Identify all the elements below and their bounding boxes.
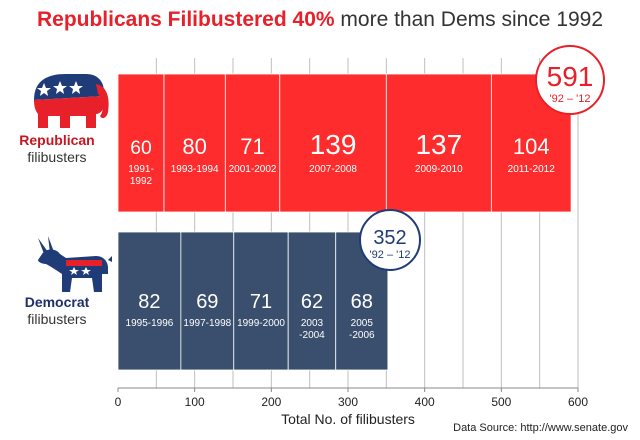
data-source: Data Source: http://www.senate.gov [453, 422, 628, 434]
segment-value: 139 [310, 129, 357, 160]
x-axis-label: Total No. of filibusters [281, 411, 415, 427]
segment-period: 1999-2000 [237, 318, 285, 329]
x-tick-label: 200 [261, 395, 281, 409]
bar-segment [180, 231, 235, 371]
segment-period: 1995-1996 [126, 318, 174, 329]
x-tick-label: 0 [115, 395, 122, 409]
segment-value: 71 [240, 134, 264, 159]
segment-value: 68 [351, 291, 373, 313]
x-tick-label: 300 [338, 395, 358, 409]
chart-title-highlight: Republicans Filibustered 40% [36, 8, 335, 31]
donkey-icon [38, 236, 112, 292]
segment-value: 69 [196, 291, 218, 313]
bar-segment [233, 231, 289, 371]
segment-value: 80 [182, 134, 206, 159]
democrat-label-sub: filibusters [27, 311, 87, 327]
chart-title: Republicans Filibustered 40% more than D… [0, 8, 640, 32]
bar-segment [279, 73, 387, 213]
segment-value: 60 [130, 138, 151, 159]
republican-label-sub: filibusters [27, 149, 87, 165]
democrat-label: Democrat filibusters [2, 294, 112, 328]
bar-segment [385, 73, 492, 213]
x-tick-label: 500 [491, 395, 511, 409]
total-value: 352 [373, 227, 406, 249]
bar-segment [117, 231, 182, 371]
segment-value: 71 [250, 291, 272, 313]
segment-period: 2009-2010 [415, 164, 463, 175]
democrat-label-name: Democrat [24, 294, 90, 310]
total-value: 591 [547, 61, 594, 92]
total-span: '92 – '12 [370, 249, 411, 261]
total-span: '92 – '12 [550, 93, 591, 105]
segment-period: 1992 [130, 176, 153, 187]
total-badge [535, 45, 605, 115]
bar-segment [224, 73, 281, 213]
republican-label-name: Republican [19, 132, 95, 148]
segment-period: 1993-1994 [171, 164, 219, 175]
x-tick-label: 600 [568, 395, 588, 409]
x-tick-label: 100 [185, 395, 205, 409]
elephant-icon [34, 74, 109, 128]
segment-period: 1997-1998 [183, 318, 231, 329]
segment-value: 62 [301, 291, 323, 313]
segment-value: 82 [138, 291, 160, 313]
segment-period: 1991- [128, 164, 154, 175]
segment-period: -2006 [349, 330, 375, 341]
segment-period: 2005 [351, 318, 374, 329]
segment-value: 104 [513, 134, 550, 159]
bar-segment [287, 231, 337, 371]
total-badge [359, 209, 421, 271]
bar-segment [163, 73, 226, 213]
segment-period: 2011-2012 [508, 164, 556, 175]
segment-period: 2007-2008 [309, 164, 357, 175]
republican-label: Republican filibusters [2, 132, 112, 166]
chart-title-rest: more than Dems since 1992 [334, 8, 604, 31]
segment-period: 2001-2002 [229, 164, 277, 175]
segment-period: 2003 [301, 318, 324, 329]
segment-period: -2004 [299, 330, 325, 341]
x-tick-label: 400 [415, 395, 435, 409]
segment-value: 137 [415, 129, 462, 160]
